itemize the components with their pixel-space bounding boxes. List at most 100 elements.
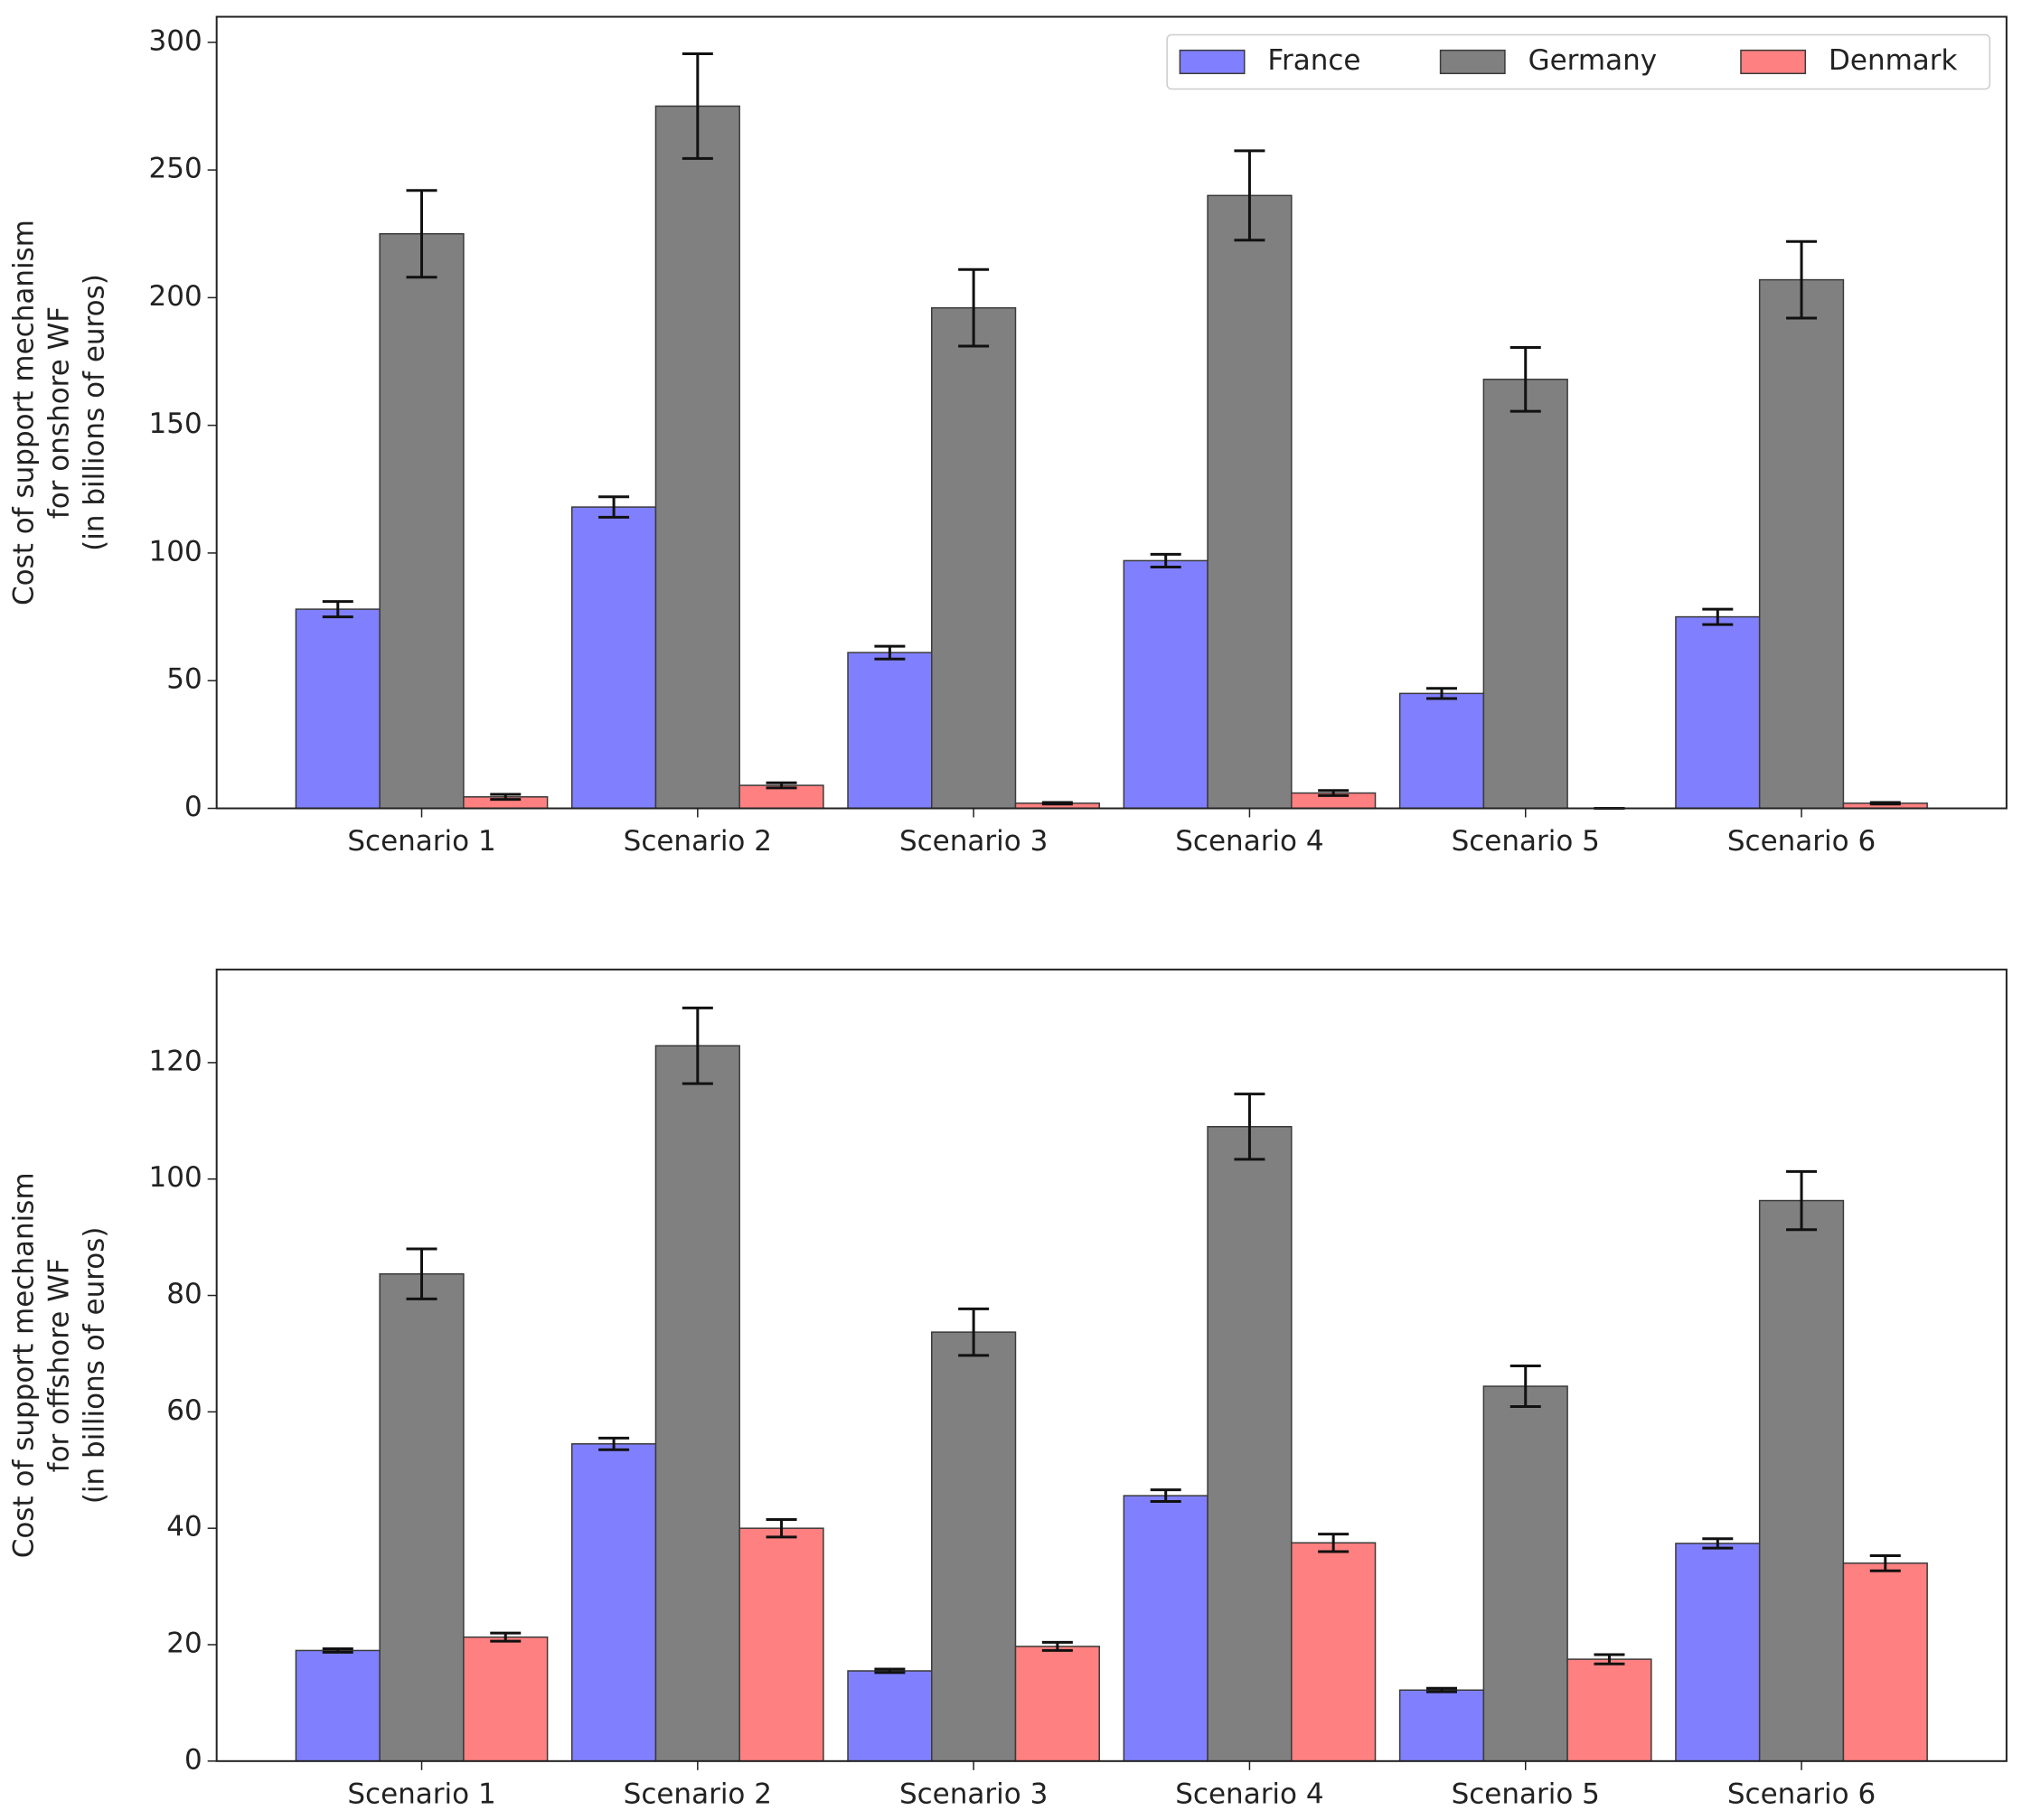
x-tick-label: Scenario 2 [624, 1778, 772, 1810]
x-tick-label: Scenario 5 [1452, 1778, 1600, 1810]
y-tick-label: 50 [166, 663, 202, 696]
y-axis-label: for offshore WF [43, 1258, 76, 1472]
bar [1482, 1385, 1568, 1762]
x-tick-label: Scenario 1 [347, 1778, 495, 1810]
error-bar [766, 1518, 797, 1539]
error-bar [406, 189, 437, 279]
y-axis-label: Cost of support mechanism [8, 220, 41, 605]
bar [847, 652, 933, 810]
error-bar [1702, 1537, 1734, 1550]
x-tick-label: Scenario 6 [1727, 825, 1876, 858]
error-bar [874, 1667, 906, 1675]
y-axis-label: (in billions of euros) [79, 274, 111, 551]
bar [1207, 1126, 1293, 1762]
error-bar [1786, 1169, 1818, 1232]
x-tick-label: Scenario 2 [624, 825, 772, 858]
legend-label: Germany [1528, 44, 1657, 77]
error-bar [1318, 1533, 1350, 1553]
y-tick-label: 0 [184, 791, 202, 823]
x-tick-label: Scenario 4 [1175, 825, 1323, 858]
error-bar [1234, 149, 1265, 242]
error-bar [1786, 239, 1818, 320]
error-bar [682, 1006, 713, 1085]
bar [379, 232, 465, 810]
x-tick-label: Scenario 4 [1175, 1778, 1323, 1810]
bar [1291, 1542, 1377, 1762]
bar [1675, 1543, 1761, 1762]
bar [463, 1636, 549, 1762]
bar [1675, 615, 1761, 810]
legend-box [1166, 33, 1991, 90]
error-bar [1509, 345, 1541, 413]
error-bar [1150, 1488, 1181, 1504]
legend-swatch [1179, 49, 1246, 75]
bar [1758, 1199, 1845, 1762]
error-bar [598, 1436, 630, 1451]
y-axis-label: for onshore WF [43, 306, 76, 519]
bar [295, 608, 381, 810]
y-tick-label: 0 [184, 1743, 202, 1776]
legend-label: France [1267, 44, 1360, 77]
y-tick-label: 80 [166, 1278, 202, 1310]
y-tick-label: 40 [166, 1511, 202, 1543]
bar [738, 784, 824, 810]
bar [654, 1045, 740, 1762]
x-tick-label: Scenario 3 [899, 825, 1048, 858]
bar [379, 1272, 465, 1762]
error-bar [958, 267, 990, 348]
plot-frame [215, 968, 2008, 1762]
error-bar [1041, 801, 1073, 806]
bar [295, 1649, 381, 1762]
y-tick-label: 150 [149, 408, 202, 440]
bar [1758, 278, 1845, 810]
x-tick-label: Scenario 5 [1452, 825, 1600, 858]
error-bar [598, 495, 630, 519]
bar [570, 1443, 657, 1762]
legend-label: Denmark [1829, 44, 1958, 77]
error-bar [1234, 1093, 1265, 1161]
y-tick-label: 120 [149, 1045, 202, 1077]
bar [1398, 1689, 1485, 1762]
error-bar [1426, 1686, 1458, 1693]
y-tick-label: 20 [166, 1627, 202, 1659]
plot-frame [215, 15, 2008, 810]
error-bar [1869, 1553, 1901, 1572]
error-bar [1150, 552, 1181, 568]
bar [1014, 1646, 1100, 1762]
error-bar [1702, 607, 1734, 626]
y-tick-label: 100 [149, 1161, 202, 1194]
error-bar [322, 1647, 353, 1654]
y-axis-label: Cost of support mechanism [8, 1172, 41, 1558]
bar [931, 1331, 1017, 1762]
bar [1842, 1562, 1928, 1762]
legend-swatch [1439, 49, 1506, 75]
error-bar [766, 781, 797, 790]
x-tick-label: Scenario 1 [347, 825, 495, 858]
bar [738, 1527, 824, 1762]
error-bar [1869, 801, 1901, 806]
error-bar [490, 1631, 522, 1643]
error-bar [406, 1247, 437, 1300]
bar [1123, 1495, 1208, 1762]
x-tick-label: Scenario 6 [1727, 1778, 1876, 1810]
y-tick-label: 250 [149, 153, 202, 185]
bar [847, 1670, 933, 1762]
error-bar [1041, 1640, 1073, 1652]
bar [1566, 1658, 1652, 1762]
y-tick-label: 300 [149, 24, 202, 57]
bar [1398, 692, 1485, 810]
error-bar [1509, 1364, 1541, 1409]
error-bar [874, 644, 906, 661]
x-tick-label: Scenario 3 [899, 1778, 1048, 1810]
y-tick-label: 60 [166, 1394, 202, 1427]
legend-swatch [1740, 49, 1807, 75]
error-bar [1426, 687, 1458, 700]
bar [1123, 559, 1208, 810]
y-tick-label: 100 [149, 535, 202, 568]
bar [931, 306, 1017, 810]
bar [570, 506, 657, 810]
y-tick-label: 200 [149, 280, 202, 313]
error-bar [490, 793, 522, 802]
error-bar [1318, 789, 1350, 797]
